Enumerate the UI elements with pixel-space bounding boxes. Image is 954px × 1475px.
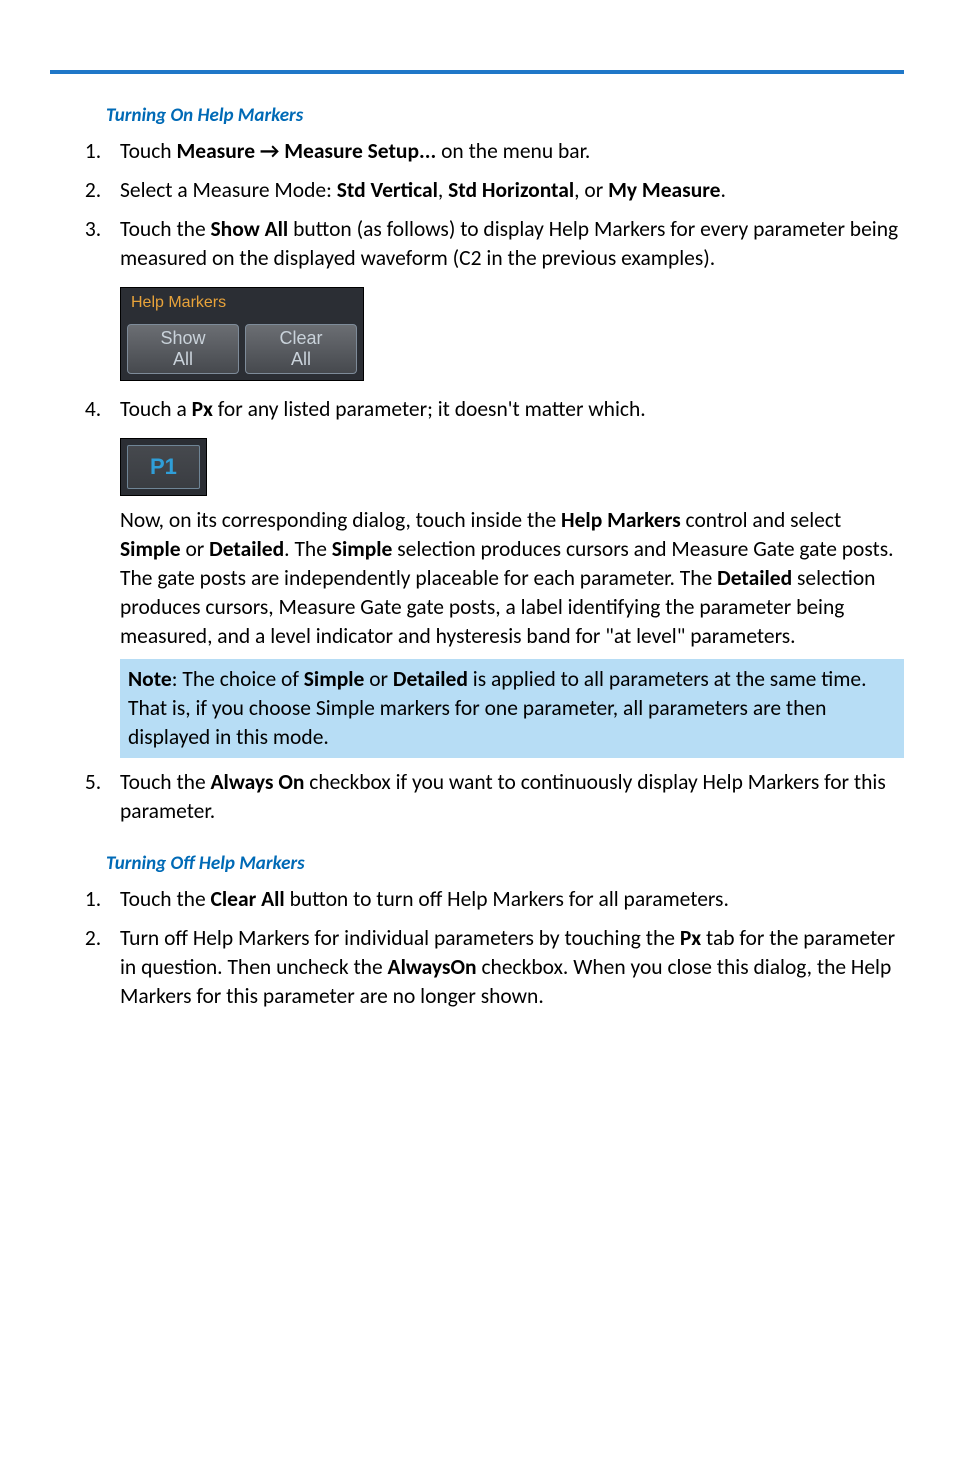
section-title-off: Turning Off Help Markers: [106, 852, 904, 875]
mode-option: My Measure: [608, 177, 720, 203]
steps-list-off: Touch the Clear All button to turn off H…: [50, 885, 904, 1011]
text: for any listed parameter; it doesn't mat…: [213, 396, 646, 422]
page: Turning On Help Markers Touch Measure → …: [0, 0, 954, 1081]
button-name: Show All: [211, 216, 289, 242]
button-line: All: [173, 349, 193, 370]
list-item: Touch the Show All button (as follows) t…: [106, 215, 904, 385]
list-item: Touch Measure → Measure Setup... on the …: [106, 137, 904, 166]
text: or: [181, 536, 210, 562]
steps-list-on: Touch Measure → Measure Setup... on the …: [50, 137, 904, 826]
note-box: Note: The choice of Simple or Detailed i…: [120, 659, 904, 758]
control-name: Help Markers: [561, 507, 681, 533]
p1-tab-inner: P1: [127, 445, 200, 489]
text: ,: [438, 177, 448, 203]
text: Touch: [120, 138, 176, 164]
list-item: Select a Measure Mode: Std Vertical, Std…: [106, 176, 904, 205]
checkbox-name: Always On: [211, 769, 305, 795]
option-name: Simple: [120, 536, 181, 562]
text: .: [721, 177, 726, 203]
px-label: Px: [192, 396, 213, 422]
list-item: Touch the Clear All button to turn off H…: [106, 885, 904, 914]
text: Now, on its corresponding dialog, touch …: [120, 507, 561, 533]
text: . The: [284, 536, 332, 562]
text: or: [364, 666, 393, 692]
text: on the menu bar.: [436, 138, 590, 164]
help-markers-box: Help Markers Show All Clear All: [120, 287, 364, 381]
menu-path: Measure → Measure Setup...: [176, 138, 436, 164]
option-name: Detailed: [393, 666, 468, 692]
text: Turn off Help Markers for individual par…: [120, 925, 680, 951]
header-rule: [50, 70, 904, 74]
button-name: Clear All: [211, 886, 285, 912]
text: , or: [574, 177, 608, 203]
option-name: Simple: [304, 666, 365, 692]
help-markers-row: Show All Clear All: [121, 320, 363, 380]
option-name: Simple: [332, 536, 393, 562]
p1-tab[interactable]: P1: [120, 438, 207, 496]
list-item: Touch a Px for any listed parameter; it …: [106, 395, 904, 758]
clear-all-button[interactable]: Clear All: [245, 324, 357, 374]
help-markers-panel: Help Markers Show All Clear All: [120, 287, 364, 381]
mode-option: Std Vertical: [337, 177, 438, 203]
px-label: Px: [680, 925, 701, 951]
button-line: Clear: [279, 328, 322, 349]
mode-option: Std Horizontal: [448, 177, 574, 203]
list-item: Touch the Always On checkbox if you want…: [106, 768, 904, 826]
text: Touch the: [120, 886, 211, 912]
text: button to turn off Help Markers for all …: [285, 886, 729, 912]
button-line: All: [291, 349, 311, 370]
help-markers-title: Help Markers: [121, 288, 363, 320]
list-item: Turn off Help Markers for individual par…: [106, 924, 904, 1011]
text: Select a Measure Mode:: [120, 177, 337, 203]
text: control and select: [681, 507, 841, 533]
text: Touch the: [120, 216, 211, 242]
section-title-on: Turning On Help Markers: [106, 104, 904, 127]
text: Touch a: [120, 396, 192, 422]
checkbox-name: AlwaysOn: [388, 954, 477, 980]
button-line: Show: [160, 328, 205, 349]
note-label: Note: [128, 666, 172, 692]
show-all-button[interactable]: Show All: [127, 324, 239, 374]
text: : The choice of: [172, 666, 304, 692]
p1-label: P1: [150, 454, 177, 479]
option-name: Detailed: [209, 536, 284, 562]
option-name: Detailed: [717, 565, 792, 591]
text: Touch the: [120, 769, 211, 795]
